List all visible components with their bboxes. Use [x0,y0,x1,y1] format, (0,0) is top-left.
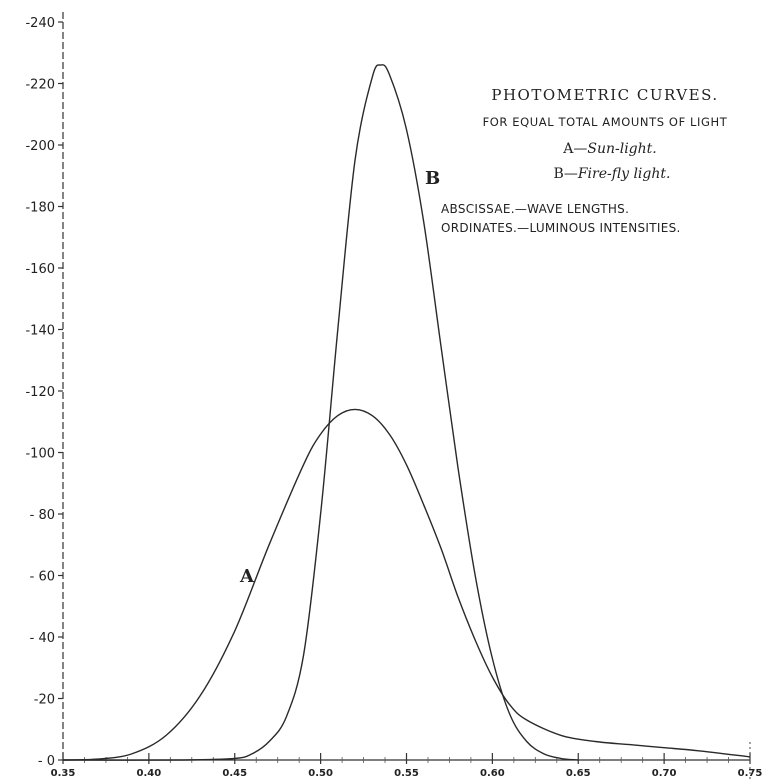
x-tick-label: 0.50 [308,768,333,779]
legend-key-a: A— [562,141,587,157]
x-tick-label: 0.35 [51,768,76,779]
ordinates-note: ORDINATES.—LUMINOUS INTENSITIES. [441,221,681,235]
y-tick-label: -120 [25,385,55,400]
legend-key-b: B— [554,166,578,182]
y-tick-label: -20 [34,693,55,708]
y-tick-label: -100 [25,447,55,462]
y-tick-label: -220 [25,78,55,93]
y-tick-label: - 0 [38,754,55,769]
y-tick-label: - 60 [30,570,55,585]
x-tick-label: 0.45 [222,768,247,779]
y-tick-label: -240 [25,16,55,31]
x-tick-label: 0.65 [566,768,591,779]
chart-title: PHOTOMETRIC CURVES. [491,86,718,104]
curve-label-b: B [425,168,440,189]
x-tick-label: 0.75 [738,768,763,779]
x-tick-label: 0.70 [652,768,677,779]
legend-entry-b: B—Fire-fly light. [554,166,671,182]
y-tick-label: -200 [25,139,55,154]
x-tick-label: 0.60 [480,768,505,779]
x-tick-label: 0.55 [394,768,419,779]
legend-text-b: Fire-fly light. [577,166,671,182]
y-tick-label: - 80 [30,508,55,523]
curves [62,64,751,761]
curve-a [62,408,751,761]
curve-label-a: A [239,566,255,587]
x-tick-label: 0.40 [137,768,162,779]
abscissae-note: ABSCISSAE.—WAVE LENGTHS. [441,202,629,216]
legend-text-a: Sun-light. [587,141,656,157]
y-tick-label: -140 [25,324,55,339]
curve-b [62,64,579,761]
y-tick-label: -180 [25,201,55,216]
chart-subtitle: FOR EQUAL TOTAL AMOUNTS OF LIGHT [483,115,728,129]
labels: PHOTOMETRIC CURVES. FOR EQUAL TOTAL AMOU… [239,86,728,587]
y-tick-label: -160 [25,262,55,277]
legend-entry-a: A—Sun-light. [562,141,657,157]
y-tick-label: - 40 [30,631,55,646]
